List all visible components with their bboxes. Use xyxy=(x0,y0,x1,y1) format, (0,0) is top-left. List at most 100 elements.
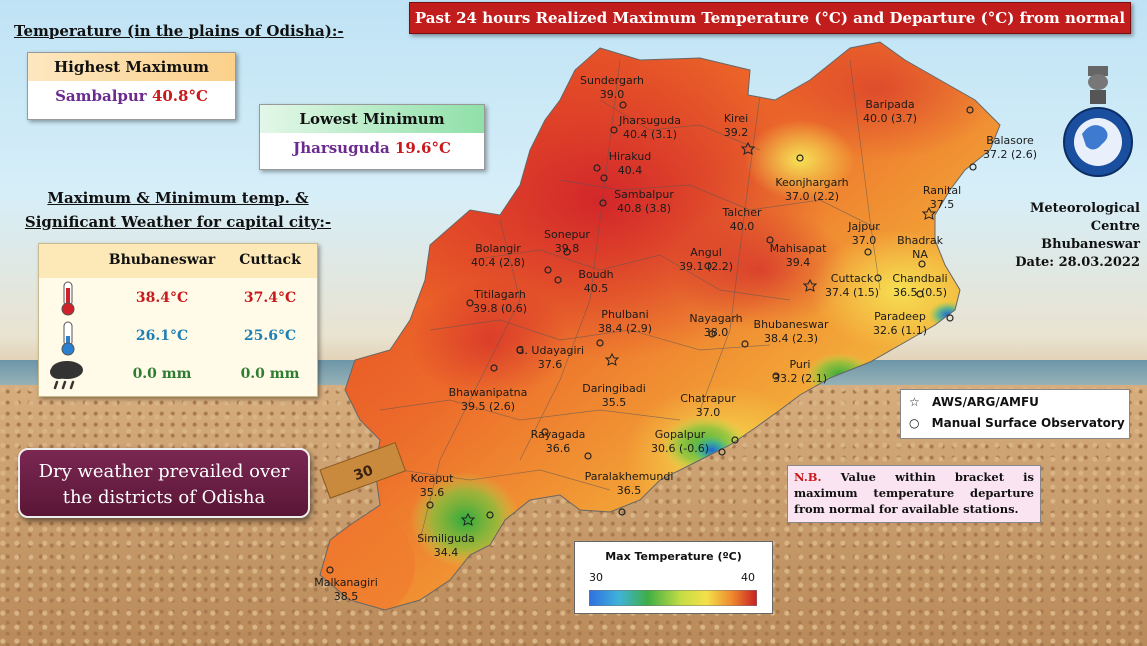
plains-heading: Temperature (in the plains of Odisha):- xyxy=(14,22,344,40)
station-value: NA xyxy=(912,248,928,261)
station-malkanagiri: Malkanagiri 38.5 xyxy=(314,576,378,604)
station-value: 34.4 xyxy=(433,546,459,559)
station-jajpur: Jajpur 37.0 xyxy=(848,220,880,248)
station-value: 37.0 xyxy=(695,406,721,419)
station-hirakud: Hirakud 40.4 xyxy=(609,150,652,178)
station-value: 40.0 (3.7) xyxy=(862,112,918,125)
station-value: 37.4 (1.5) xyxy=(824,286,880,299)
station-keonjhargarh: Keonjhargarh 37.0 (2.2) xyxy=(775,176,848,204)
station-nayagarh: Nayagarh 38.0 xyxy=(689,312,742,340)
station-value: 39.5 (2.6) xyxy=(460,400,516,413)
station-value: 35.6 xyxy=(419,486,445,499)
station-value: 39.4 xyxy=(785,256,811,269)
station-name: Puri xyxy=(789,358,811,371)
station-name: Bhubaneswar xyxy=(753,318,829,331)
station-bolangir: Bolangir 40.4 (2.8) xyxy=(471,242,525,270)
station-value: 35.5 xyxy=(601,396,627,409)
station-puri: Puri 33.2 (2.1) xyxy=(773,358,827,386)
station-name: Kirei xyxy=(723,112,749,125)
station-name: Ranital xyxy=(922,184,962,197)
scale-title: Max Temperature (ºC) xyxy=(605,550,742,563)
star-legend-label: AWS/ARG/AMFU xyxy=(931,395,1039,409)
station-value: 38.4 (2.9) xyxy=(597,322,653,335)
station-name: Phulbani xyxy=(601,308,649,321)
star-legend-row: ☆ AWS/ARG/AMFU xyxy=(909,395,1039,409)
met-centre-info: Meteorological Centre Bhubaneswar Date: … xyxy=(980,200,1140,272)
station-value: 38.4 (2.3) xyxy=(763,332,819,345)
dry-weather-banner: Dry weather prevailed over the districts… xyxy=(18,448,310,518)
station-name: Rayagada xyxy=(530,428,586,441)
note-prefix: N.B. xyxy=(794,470,822,484)
highest-maximum-label: Highest Maximum xyxy=(28,53,235,81)
dry-weather-line1: Dry weather prevailed over xyxy=(38,461,290,482)
station-name: Baripada xyxy=(865,98,915,111)
station-jharsuguda: Jharsuguda 40.4 (3.1) xyxy=(619,114,681,142)
station-value: 39.8 (0.6) xyxy=(472,302,528,315)
met-centre-line2: Bhubaneswar xyxy=(1041,237,1140,252)
station-value: 38.5 xyxy=(333,590,359,603)
dry-weather-line2: the districts of Odisha xyxy=(62,487,266,508)
ruler-decoration: 30 xyxy=(319,441,407,499)
station-name: Keonjhargarh xyxy=(775,176,849,189)
station-cuttack: Cuttack 37.4 (1.5) xyxy=(825,272,879,300)
station-value: 40.4 (2.8) xyxy=(470,256,526,269)
ctc-max: 37.4°C xyxy=(243,290,297,306)
bbsr-rain: 0.0 mm xyxy=(132,366,192,382)
capital-table-header xyxy=(39,244,317,278)
station-value: 37.0 xyxy=(851,234,877,247)
station-paralakhemundi: Paralakhemundi 36.5 xyxy=(585,470,674,498)
thermometer-hot-icon xyxy=(61,281,75,316)
capital-heading: Maximum & Minimum temp. & Significant We… xyxy=(14,186,342,234)
ruler-text: 30 xyxy=(352,462,376,484)
station-value: 37.6 xyxy=(537,358,563,371)
station-name: Daringibadi xyxy=(582,382,646,395)
station-name: Similiguda xyxy=(417,532,475,545)
color-scale-legend: Max Temperature (ºC) 30 40 xyxy=(574,541,773,614)
station-daringibadi: Daringibadi 35.5 xyxy=(582,382,646,410)
station-name: Paradeep xyxy=(874,310,926,323)
station-name: Balasore xyxy=(986,134,1034,147)
station-name: G. Udayagiri xyxy=(515,344,585,357)
station-name: Chatrapur xyxy=(680,392,736,405)
station-value: 40.5 xyxy=(583,282,609,295)
scale-gradient-bar xyxy=(589,590,757,606)
station-name: Mahisapat xyxy=(769,242,827,255)
station-name: Cuttack xyxy=(830,272,874,285)
station-sambalpur: Sambalpur 40.8 (3.8) xyxy=(614,188,674,216)
station-name: Bolangir xyxy=(475,242,521,255)
rain-cloud-icon xyxy=(50,361,83,390)
station-value: 33.2 (2.1) xyxy=(772,372,828,385)
station-name: Talcher xyxy=(722,206,762,219)
station-name: Boudh xyxy=(578,268,614,281)
station-ranital: Ranital 37.5 xyxy=(923,184,961,212)
station-gopalpur: Gopalpur 30.6 (-0.6) xyxy=(651,428,709,456)
highest-value: 40.8°C xyxy=(151,87,208,105)
bbsr-max: 38.4°C xyxy=(135,290,189,306)
station-value: 32.6 (1.1) xyxy=(872,324,928,337)
capital-heading-line1: Maximum & Minimum temp. & xyxy=(47,189,309,207)
station-name: Titilagarh xyxy=(474,288,526,301)
capital-table: Bhubaneswar Cuttack 38.4°C 37.4°C 26.1°C… xyxy=(38,243,318,397)
station-talcher: Talcher 40.0 xyxy=(722,206,761,234)
thermometer-cold-icon xyxy=(61,321,75,356)
station-phulbani: Phulbani 38.4 (2.9) xyxy=(598,308,652,336)
station-bhubaneswar: Bhubaneswar 38.4 (2.3) xyxy=(754,318,829,346)
station-value: 39.1 (2.2) xyxy=(678,260,734,273)
circle-legend-row: ○ Manual Surface Observatory xyxy=(909,416,1125,430)
station-chatrapur: Chatrapur 37.0 xyxy=(680,392,735,420)
star-icon: ☆ xyxy=(909,395,920,409)
met-centre-date: Date: 28.03.2022 xyxy=(1015,255,1140,270)
station-similiguda: Similiguda 34.4 xyxy=(417,532,475,560)
station-value: 36.5 xyxy=(616,484,642,497)
station-sundergarh: Sundergarh 39.0 xyxy=(580,74,644,102)
station-name: Jharsuguda xyxy=(619,114,681,127)
station-markers xyxy=(326,101,977,574)
bbsr-min: 26.1°C xyxy=(135,328,189,344)
symbol-legend: ☆ AWS/ARG/AMFU ○ Manual Surface Observat… xyxy=(900,389,1130,439)
station-value: 40.0 xyxy=(729,220,755,233)
lowest-station: Jharsuguda xyxy=(293,139,390,157)
station-value: 40.8 (3.8) xyxy=(616,202,672,215)
station-angul: Angul 39.1 (2.2) xyxy=(679,246,733,274)
station-g-udayagiri: G. Udayagiri 37.6 xyxy=(516,344,584,372)
station-value: 37.0 (2.2) xyxy=(784,190,840,203)
